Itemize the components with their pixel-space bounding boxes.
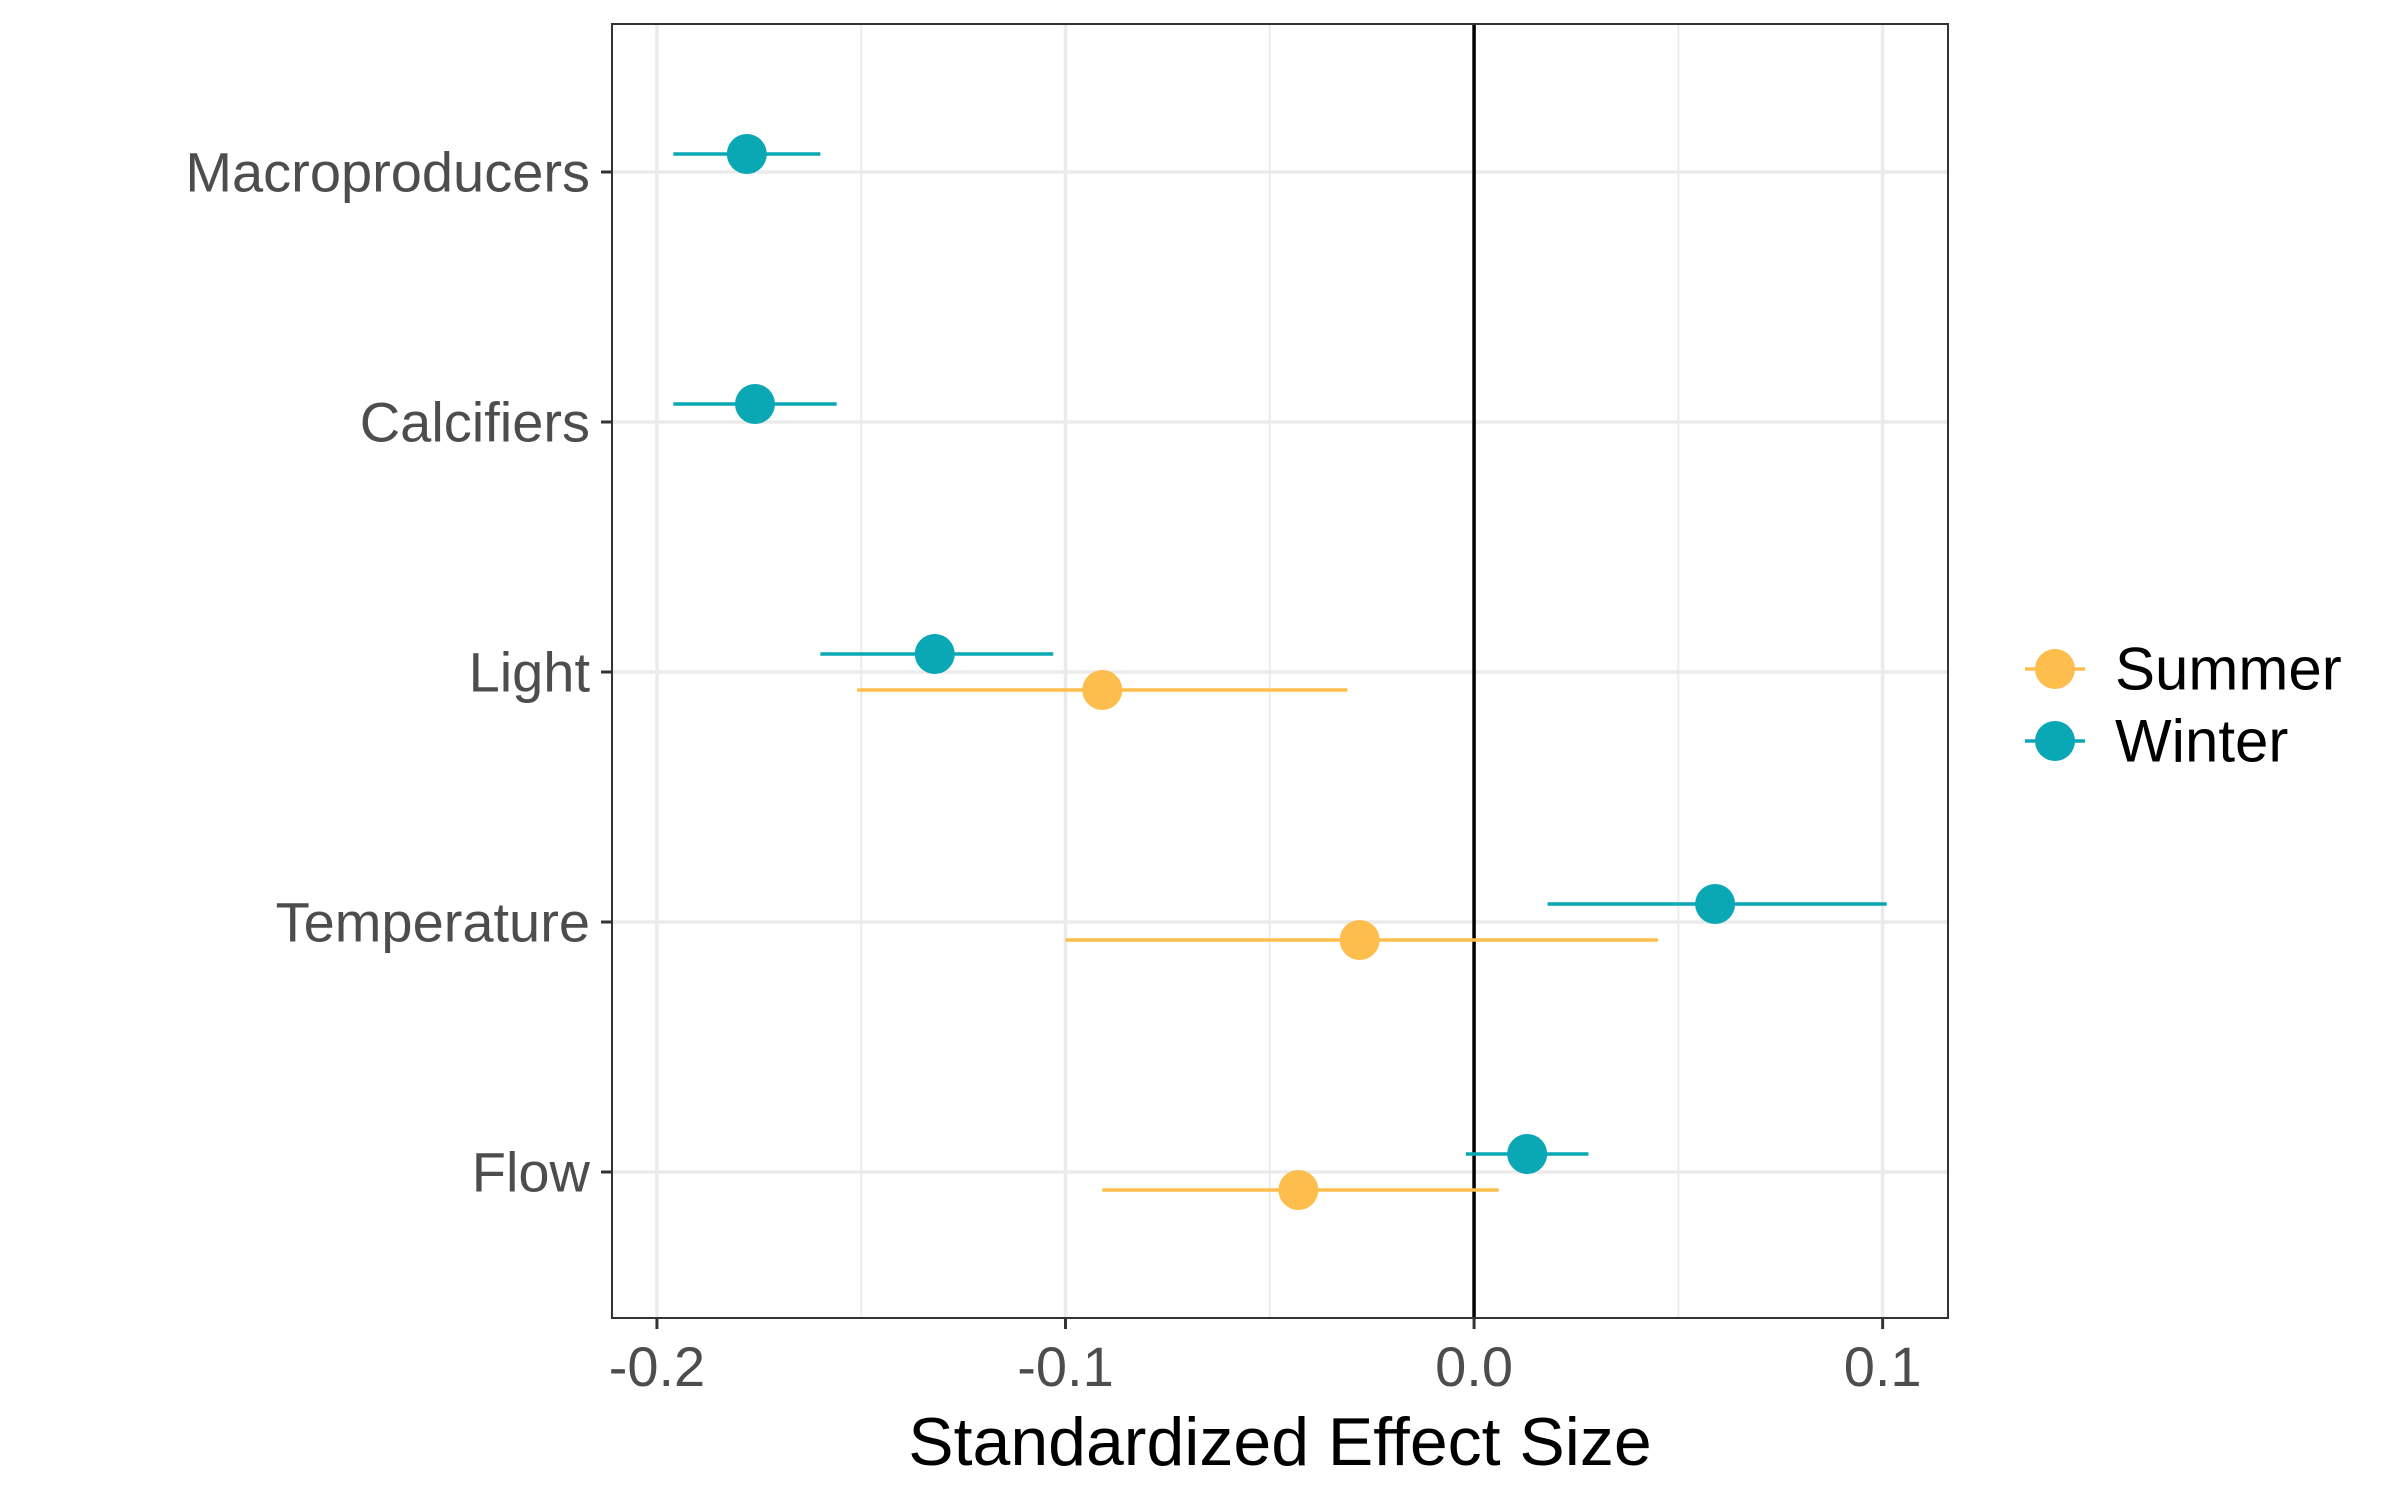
legend-key-point [2035, 721, 2075, 761]
grid-lines [612, 24, 1948, 1318]
x-tick-label: 0.0 [1435, 1335, 1513, 1398]
x-tick-label: -0.2 [609, 1335, 706, 1398]
point-summer-light [1082, 670, 1123, 710]
x-axis: -0.2 -0.1 0.0 0.1 [609, 1318, 1922, 1398]
point-summer-temperature [1339, 920, 1380, 960]
point-summer-flow [1278, 1170, 1319, 1210]
point-winter-calcifiers [734, 384, 775, 424]
y-tick-label: Temperature [276, 891, 590, 954]
data-series [673, 134, 1887, 1210]
point-winter-temperature [1695, 884, 1736, 924]
legend-item-summer: Summer [2025, 636, 2342, 703]
x-tick-label: 0.1 [1844, 1335, 1922, 1398]
point-winter-light [914, 634, 955, 674]
series-winter [673, 134, 1887, 1174]
legend-item-winter: Winter [2025, 708, 2288, 775]
point-winter-macroproducers [726, 134, 767, 174]
y-tick-label: Calcifiers [360, 391, 590, 454]
point-winter-flow [1507, 1134, 1548, 1174]
legend-key-point [2035, 649, 2075, 689]
x-axis-title: Standardized Effect Size [908, 1404, 1651, 1480]
y-tick-label: Light [469, 641, 591, 704]
y-axis: Macroproducers Calcifiers Light Temperature… [185, 141, 612, 1204]
legend-label: Summer [2115, 636, 2342, 703]
legend-label: Winter [2115, 708, 2288, 775]
x-tick-label: -0.1 [1017, 1335, 1114, 1398]
y-tick-label: Macroproducers [185, 141, 590, 204]
y-tick-label: Flow [472, 1141, 591, 1204]
series-summer [857, 670, 1658, 1210]
